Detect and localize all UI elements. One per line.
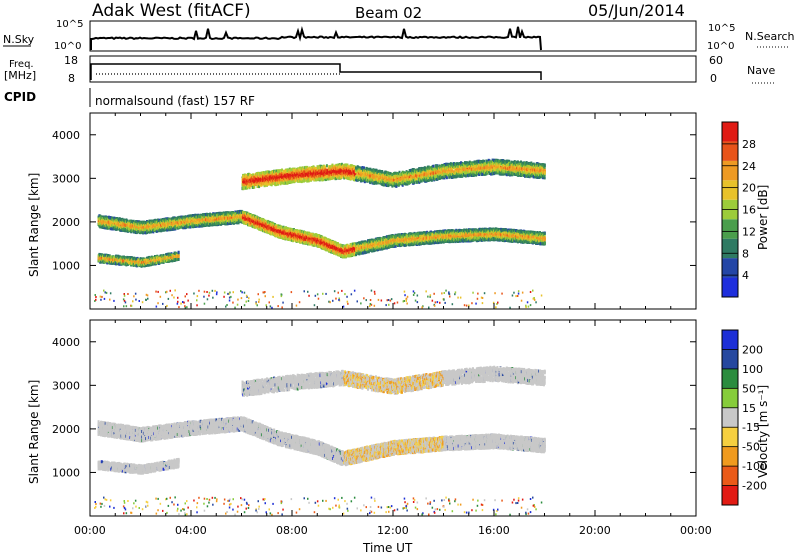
power-cell <box>152 230 155 234</box>
date-label: 05/Jun/2014 <box>588 1 685 20</box>
power-cell <box>269 230 272 234</box>
nave-tick-bottom: 0 <box>710 72 717 85</box>
nave-label: Nave <box>747 64 775 77</box>
nsky-trace <box>90 25 542 51</box>
power-cell <box>156 229 159 233</box>
power-cell <box>187 214 190 218</box>
nsearch-tick-bottom: 10^0 <box>707 41 734 52</box>
power-cell <box>254 225 257 229</box>
power-cell <box>246 211 249 215</box>
power-cell <box>100 215 102 219</box>
power-cell <box>204 214 207 218</box>
power-cell <box>209 223 212 227</box>
power-cell <box>115 217 118 220</box>
freq-label-line2: [MHz] <box>4 69 36 82</box>
freq-label-line1: Freq. <box>9 59 34 70</box>
freq-tick-top: 18 <box>64 54 78 67</box>
power-cell <box>132 220 135 224</box>
beam-label: Beam 02 <box>355 4 422 22</box>
nsky-tick-top: 10^5 <box>56 19 83 30</box>
freq-panel: Freq. [MHz] 18 8 60 0 Nave <box>4 54 776 85</box>
power-cell <box>126 219 129 223</box>
power-cell <box>189 225 192 229</box>
station-title: Adak West (fitACF) <box>92 1 251 21</box>
power-data <box>94 158 546 309</box>
nsky-panel: N.Sky 10^5 10^0 10^5 10^0 N.Search <box>3 19 795 52</box>
freq-trace <box>90 63 542 80</box>
freq-tick-bottom: 8 <box>68 72 75 85</box>
nsearch-label: N.Search <box>745 30 795 43</box>
power-cell <box>272 222 275 226</box>
nsky-tick-bottom: 10^0 <box>54 41 81 52</box>
power-cell <box>239 209 242 213</box>
nsearch-tick-top: 10^5 <box>708 23 735 34</box>
power-cell <box>176 223 179 227</box>
power-cell <box>113 216 116 220</box>
power-cell <box>166 228 169 232</box>
nave-tick-top: 60 <box>709 54 723 67</box>
cpid-text: normalsound (fast) 157 RF <box>95 94 255 108</box>
nsky-label: N.Sky <box>3 33 35 46</box>
power-cell <box>109 224 112 228</box>
cpid-label: CPID <box>4 90 36 104</box>
